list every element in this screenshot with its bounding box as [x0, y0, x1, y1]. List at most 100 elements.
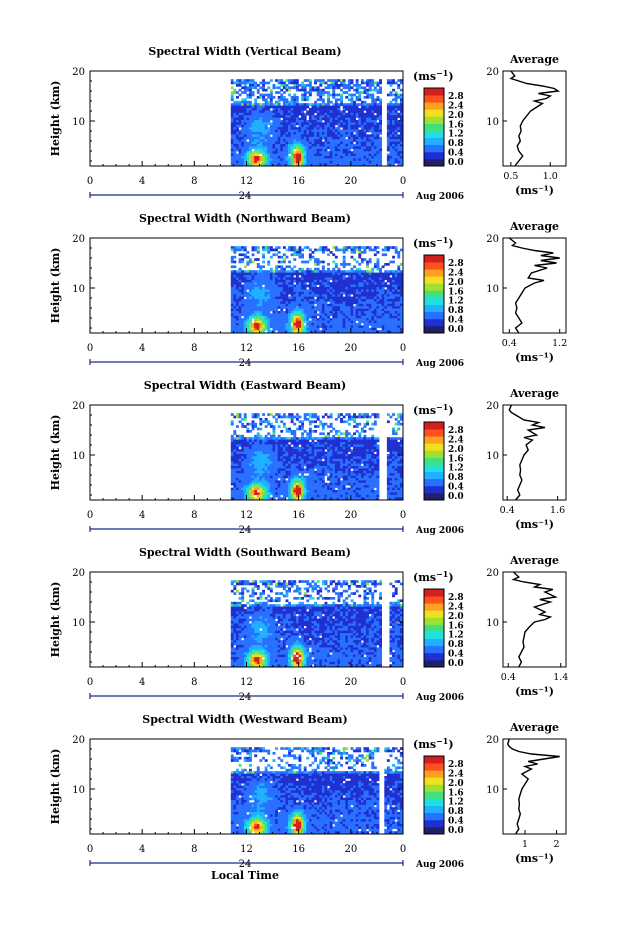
- heatmap-cell: [262, 260, 265, 264]
- heatmap-cell: [363, 248, 367, 252]
- heatmap-cell: [290, 291, 294, 295]
- heatmap-cell: [350, 248, 354, 252]
- heatmap-cell: [306, 418, 310, 421]
- heatmap-cell: [397, 282, 401, 285]
- heatmap-cell: [386, 120, 390, 123]
- heatmap-cell: [340, 112, 343, 116]
- heatmap-cell: [347, 115, 351, 118]
- heatmap-cell: [350, 308, 354, 312]
- heatmap-cell: [347, 86, 351, 90]
- heatmap-cell: [366, 160, 369, 164]
- heatmap-cell: [298, 480, 302, 484]
- heatmap-cell: [363, 330, 367, 333]
- heatmap-cell: [316, 277, 320, 281]
- heatmap-cell: [290, 108, 294, 111]
- heatmap-cell: [353, 108, 356, 111]
- heatmap-cell: [280, 458, 284, 462]
- heatmap-cell: [241, 115, 245, 118]
- heatmap-cell: [264, 468, 268, 472]
- heatmap-cell: [347, 270, 351, 273]
- heatmap-cell: [280, 301, 284, 305]
- heatmap-cell: [371, 315, 375, 319]
- heatmap-cell: [280, 480, 284, 484]
- heatmap-cell: [259, 148, 263, 152]
- heatmap-cell: [280, 485, 284, 488]
- heatmap-cell: [285, 265, 289, 269]
- heatmap-cell: [277, 144, 281, 147]
- heatmap-cell: [355, 129, 359, 133]
- heatmap-cell: [373, 122, 377, 126]
- heatmap-cell: [324, 272, 328, 276]
- heatmap-cell: [272, 475, 276, 479]
- heatmap-cell: [384, 291, 388, 295]
- heatmap-cell: [353, 139, 356, 142]
- heatmap-cell: [267, 487, 271, 491]
- colorbar-swatch: [424, 158, 444, 167]
- heatmap-cell: [259, 420, 263, 424]
- heatmap-cell: [327, 289, 330, 293]
- heatmap-cell: [363, 105, 367, 109]
- heatmap-cell: [251, 437, 255, 440]
- heatmap-cell: [264, 122, 268, 126]
- heatmap-cell: [272, 108, 276, 111]
- heatmap-cell: [272, 320, 276, 324]
- heatmap-cell: [311, 163, 315, 166]
- heatmap-cell: [355, 267, 359, 271]
- heatmap-cell: [249, 103, 252, 106]
- heatmap-cell: [319, 115, 323, 118]
- heatmap-cell: [360, 139, 364, 142]
- heatmap-cell: [358, 255, 362, 259]
- heatmap-cell: [282, 413, 286, 416]
- heatmap-cell: [264, 320, 268, 324]
- heatmap-cell: [316, 258, 320, 261]
- heatmap-cell: [360, 134, 364, 138]
- heatmap-cell: [254, 425, 258, 428]
- heatmap-cell: [397, 141, 401, 145]
- heatmap-cell: [342, 330, 346, 333]
- heatmap-cell: [321, 306, 325, 309]
- heatmap-cell: [238, 84, 242, 87]
- heatmap-cell: [267, 463, 271, 467]
- heatmap-cell: [368, 330, 372, 333]
- heatmap-cell: [389, 81, 393, 85]
- heatmap-cell: [295, 120, 299, 123]
- heatmap-cell: [243, 294, 247, 297]
- heatmap-cell: [363, 115, 367, 118]
- heatmap-cell: [280, 163, 284, 166]
- heatmap-cell: [272, 308, 276, 312]
- heatmap-cell: [376, 320, 380, 324]
- heatmap-cell: [376, 103, 380, 106]
- heatmap-cell: [282, 132, 286, 135]
- heatmap-cell: [337, 284, 341, 288]
- heatmap-cell: [306, 141, 310, 145]
- heatmap-cell: [311, 327, 315, 331]
- heatmap-cell: [308, 306, 312, 309]
- heatmap-cell: [373, 330, 377, 333]
- heatmap-cell: [379, 272, 382, 276]
- heatmap-cell: [340, 294, 343, 297]
- heatmap-cell: [285, 289, 289, 293]
- heatmap-cell: [236, 275, 239, 278]
- heatmap-cell: [363, 132, 367, 135]
- heatmap-cell: [243, 466, 247, 469]
- heatmap-cell: [230, 132, 234, 135]
- heatmap-cell: [301, 132, 304, 135]
- heatmap-cell: [363, 291, 367, 295]
- heatmap-cell: [360, 303, 364, 307]
- heatmap-cell: [363, 296, 367, 300]
- heatmap-cell: [379, 79, 382, 82]
- heatmap-cell: [394, 81, 398, 85]
- heatmap-cell: [285, 468, 289, 472]
- heatmap-cell: [290, 81, 294, 85]
- heatmap-cell: [290, 299, 294, 302]
- heatmap-cell: [360, 132, 364, 135]
- heatmap-cell: [230, 272, 234, 276]
- heatmap-cell: [350, 139, 354, 142]
- heatmap-cell: [340, 303, 343, 307]
- heatmap-cell: [290, 451, 294, 455]
- heatmap-cell: [290, 246, 294, 249]
- heatmap-cell: [397, 146, 401, 150]
- heatmap-cell: [230, 110, 234, 114]
- heatmap-cell: [329, 163, 333, 166]
- heatmap-cell: [243, 144, 247, 147]
